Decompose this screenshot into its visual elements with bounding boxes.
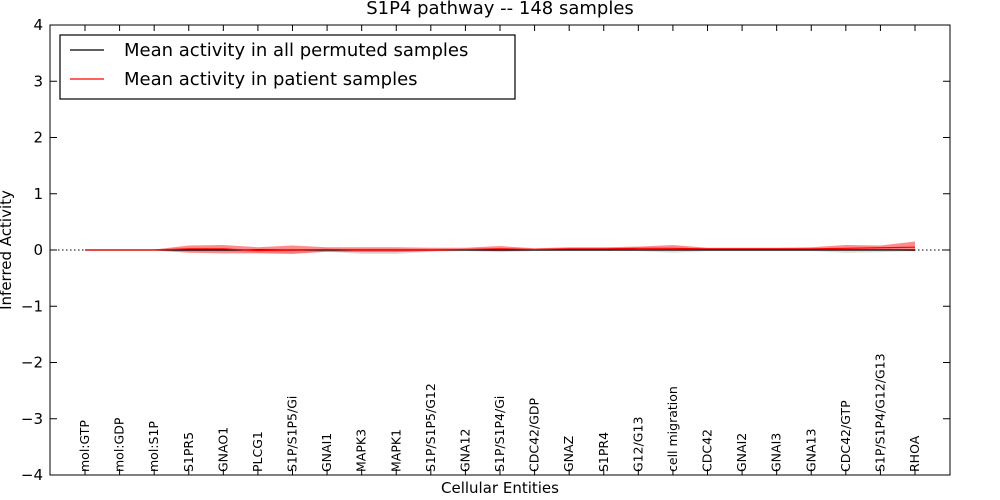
y-tick-label: −2 bbox=[21, 354, 43, 372]
x-category-label: GNA12 bbox=[457, 429, 472, 473]
legend-label-patient: Mean activity in patient samples bbox=[124, 69, 418, 90]
plot-area: −4 −3 −2 −1 0 1 2 3 4 mol:GTP mol:GDP mol:S1P S1PR5 G… bbox=[21, 16, 951, 484]
y-tick-label: −4 bbox=[21, 466, 43, 484]
series-line-patient bbox=[85, 246, 916, 252]
y-tick-label: −3 bbox=[21, 410, 43, 428]
x-category-label: CDC42/GDP bbox=[527, 397, 542, 472]
x-category-label: GNAI1 bbox=[319, 433, 334, 472]
y-tick-label: −1 bbox=[21, 297, 43, 315]
x-category-label: S1P/S1P5/G12 bbox=[423, 383, 438, 472]
x-category-label: cell migration bbox=[665, 386, 680, 472]
x-category-label: MAPK1 bbox=[388, 429, 403, 472]
x-category-label: CDC42/GTP bbox=[838, 400, 853, 472]
x-category-label: mol:GTP bbox=[77, 420, 92, 472]
x-category-label: RHOA bbox=[907, 435, 922, 472]
x-category-label: G12/G13 bbox=[630, 417, 645, 472]
x-axis-label: Cellular Entities bbox=[441, 479, 559, 497]
x-category-label: S1PR4 bbox=[596, 432, 611, 472]
x-category-label: GNAO1 bbox=[215, 427, 230, 472]
y-tick-label: 4 bbox=[33, 16, 43, 34]
y-tick-label: 1 bbox=[33, 185, 43, 203]
x-category-label: CDC42 bbox=[700, 429, 715, 472]
x-category-label: GNAI2 bbox=[734, 433, 749, 472]
x-category-label: S1P/S1P5/Gi bbox=[285, 396, 300, 472]
x-category-label: GNAZ bbox=[561, 436, 576, 472]
y-tick-label: 3 bbox=[33, 72, 43, 90]
chart-title: S1P4 pathway -- 148 samples bbox=[366, 0, 634, 19]
x-category-label: mol:GDP bbox=[112, 417, 127, 472]
x-category-label: GNAI3 bbox=[769, 433, 784, 472]
y-axis-label: Inferred Activity bbox=[0, 190, 15, 310]
legend: Mean activity in all permuted samples Me… bbox=[59, 34, 516, 100]
x-category-label: MAPK3 bbox=[354, 429, 369, 472]
band-patient bbox=[85, 241, 915, 254]
x-category-label: PLCG1 bbox=[250, 431, 265, 472]
x-category-label: S1PR5 bbox=[181, 432, 196, 472]
x-category-label: S1P/S1P4/Gi bbox=[492, 396, 507, 472]
y-tick-label: 0 bbox=[33, 241, 43, 259]
legend-label-permuted: Mean activity in all permuted samples bbox=[124, 40, 468, 61]
legend-box bbox=[59, 34, 516, 100]
x-category-label: S1P/S1P4/G12/G13 bbox=[872, 353, 887, 472]
x-category-label: mol:S1P bbox=[146, 421, 161, 472]
x-category-label: GNA13 bbox=[803, 429, 818, 473]
y-tick-label: 2 bbox=[33, 129, 43, 147]
